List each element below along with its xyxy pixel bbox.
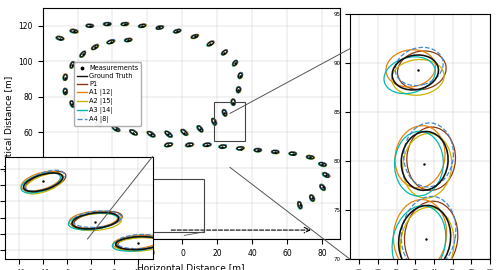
X-axis label: Horizontal Distance [m]: Horizontal Distance [m] [138, 263, 245, 270]
Bar [150, 178, 204, 232]
Legend: Measurements, Ground Truth, P1, A1 |12|, A2 |15|, A3 |14|, A4 |8|: Measurements, Ground Truth, P1, A1 |12|,… [74, 62, 142, 126]
Bar [214, 102, 246, 141]
Y-axis label: Vertical Distance [m]: Vertical Distance [m] [4, 76, 13, 171]
